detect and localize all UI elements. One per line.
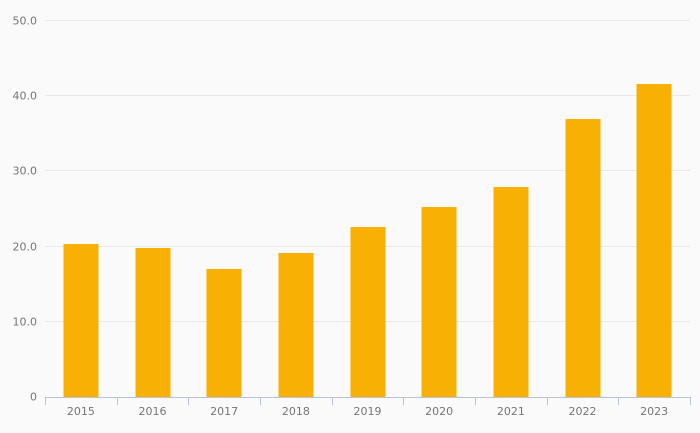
y-axis-tick-label: 0 [30, 390, 37, 404]
x-axis-tick [260, 397, 261, 405]
x-axis-tick-label: 2023 [640, 405, 669, 418]
y-axis-tick-label: 40.0 [12, 89, 38, 103]
x-axis-tick-label: 2021 [496, 405, 525, 418]
bar-2020[interactable] [421, 206, 457, 397]
x-axis-tick-label: 2015 [66, 405, 95, 418]
x-axis-tick [331, 397, 333, 405]
x-axis-tick-label: 2018 [281, 405, 310, 418]
bar-2016[interactable] [135, 248, 170, 397]
x-axis-tick-label: 2020 [425, 405, 454, 418]
bar-2015[interactable] [63, 244, 99, 397]
bar-2022[interactable] [565, 118, 600, 397]
x-axis-tick-label: 2017 [210, 405, 239, 418]
bar-2023[interactable] [636, 84, 672, 397]
x-axis-tick [475, 397, 476, 405]
x-axis-ticks [45, 397, 691, 405]
bar-2017[interactable] [206, 269, 242, 397]
bar-2021[interactable] [493, 187, 529, 397]
x-axis: 2015 2016 2017 2018 2019 2020 2021 2022 2023 [45, 406, 690, 420]
x-axis-tick [618, 397, 620, 405]
x-axis-tick [188, 397, 190, 405]
x-axis-tick [403, 397, 405, 405]
x-axis-tick [45, 397, 46, 405]
y-axis-tick-label: 10.0 [12, 315, 38, 329]
y-axis-tick-label: 30.0 [12, 164, 38, 178]
y-axis: 0 10.0 20.0 30.0 40.0 50.0 [0, 16, 38, 403]
x-axis-line [45, 397, 691, 398]
plot-area [45, 20, 690, 397]
gridline [45, 20, 690, 21]
y-axis-tick-label: 50.0 [12, 14, 38, 28]
gridline [45, 95, 690, 97]
x-axis-tick [116, 397, 118, 405]
x-axis-tick-label: 2016 [138, 405, 167, 418]
x-axis-tick-label: 2019 [353, 405, 382, 418]
x-axis-tick-label: 2022 [568, 405, 597, 418]
bar-2018[interactable] [278, 253, 314, 397]
gridline [45, 170, 690, 172]
x-axis-tick [690, 397, 691, 405]
bar-2019[interactable] [350, 227, 385, 397]
y-axis-tick-label: 20.0 [12, 240, 38, 254]
x-axis-tick [546, 397, 548, 405]
